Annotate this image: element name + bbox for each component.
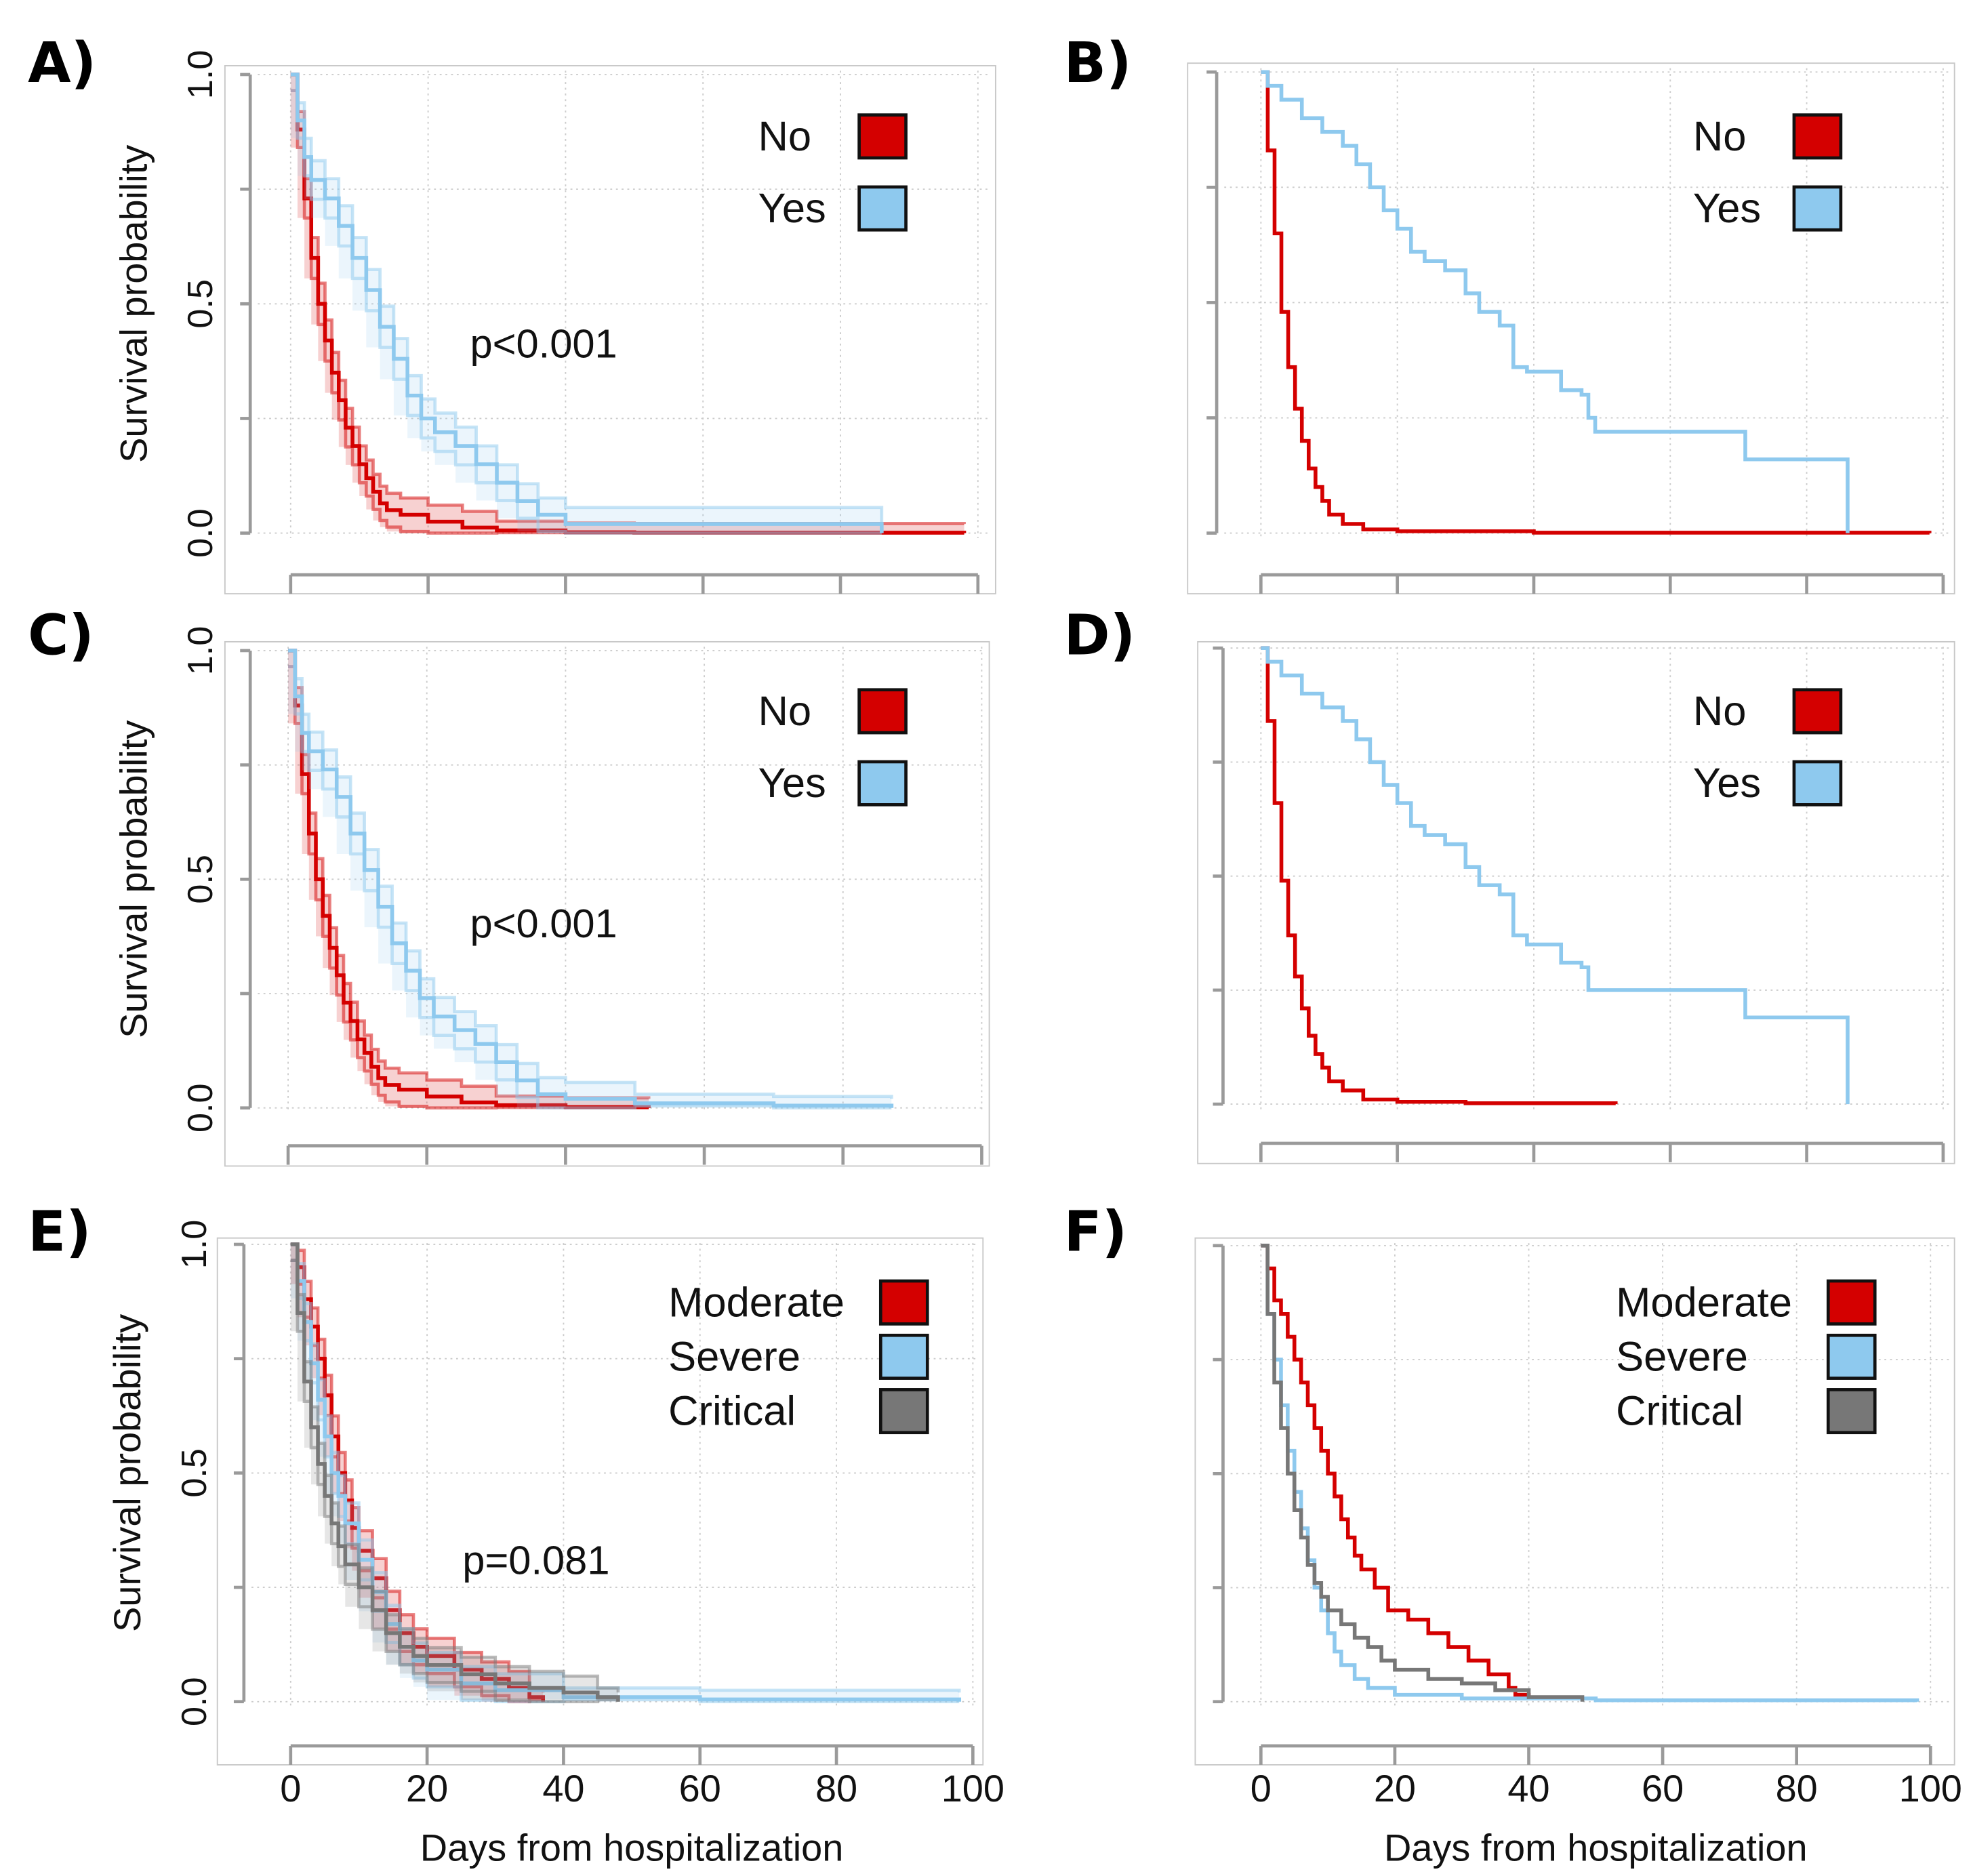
legend-swatch-no: [1792, 688, 1843, 735]
x-tick-label: 100: [941, 1767, 1004, 1810]
x-axis-label: Days from hospitalization: [420, 1827, 844, 1869]
ci-lower-no: [290, 89, 964, 535]
y-tick-label: 0.5: [181, 279, 220, 329]
y-tick-label: 0.0: [181, 508, 220, 558]
legend-label-critical: Critical: [668, 1388, 796, 1435]
survival-curve-critical: [1261, 1244, 1585, 1702]
x-tick-label: 0: [1251, 1767, 1272, 1810]
legend-swatch-moderate: [1826, 1279, 1877, 1326]
legend-label-severe: Severe: [668, 1333, 800, 1380]
survival-curve-critical: [290, 1242, 620, 1702]
ci-upper-no: [290, 73, 966, 525]
panel-c: 0.0 0.5 1.0 Survival probability C) No Yes p<0.…: [28, 604, 990, 1167]
x-tick-label: 100: [1899, 1767, 1962, 1810]
survival-curve-yes: [1261, 646, 1850, 1105]
panel-letter: C): [28, 604, 94, 668]
survival-curve-no: [288, 649, 651, 1109]
legend-label-moderate: Moderate: [1616, 1279, 1792, 1326]
survival-curve-moderate: [1261, 1244, 1531, 1700]
survival-curve-yes: [288, 649, 894, 1108]
x-tick-label: 80: [1776, 1767, 1818, 1810]
legend-swatch-severe: [878, 1333, 929, 1380]
p-value-annotation: p=0.081: [462, 1538, 609, 1583]
legend-swatch-yes: [857, 185, 908, 232]
legend-label-yes: Yes: [758, 185, 826, 232]
panel-letter: F): [1064, 1200, 1128, 1264]
panel-letter: E): [28, 1200, 92, 1264]
ci-lower-yes: [288, 665, 892, 1110]
x-axis-label: Days from hospitalization: [1384, 1827, 1808, 1869]
survival-curve-yes: [1261, 70, 1850, 533]
y-tick-label: 0.5: [175, 1448, 214, 1498]
survival-curve-severe: [290, 1242, 962, 1702]
legend-swatch-severe: [1826, 1333, 1877, 1380]
y-tick-label: 0.0: [175, 1677, 214, 1726]
ci-lower-critical: [290, 1259, 620, 1704]
ci-upper-yes: [288, 649, 893, 1099]
legend-swatch-yes: [1792, 185, 1843, 232]
legend-label-yes: Yes: [758, 760, 826, 807]
legend-label-yes: Yes: [1693, 185, 1761, 232]
x-tick-label: 20: [406, 1767, 448, 1810]
panel-letter: D): [1064, 604, 1136, 668]
x-tick-label: 80: [815, 1767, 857, 1810]
legend-swatch-moderate: [878, 1279, 929, 1326]
legend-label-no: No: [758, 113, 811, 160]
panel-a: 0.0 0.5 1.0 Survival probability A) No Yes p<0.…: [28, 31, 996, 594]
survival-curve-no: [1261, 70, 1932, 535]
legend-label-severe: Severe: [1616, 1333, 1748, 1380]
legend-swatch-no: [857, 688, 908, 735]
legend-label-yes: Yes: [1693, 760, 1761, 807]
y-axis-label: Survival probability: [112, 145, 155, 463]
legend-swatch-yes: [857, 760, 908, 807]
legend-swatch-critical: [878, 1388, 929, 1435]
y-tick-label: 0.0: [181, 1083, 220, 1133]
plot-frame: [1194, 1237, 1955, 1766]
y-axis-label: Survival probability: [112, 720, 155, 1038]
panel-b: B) No Yes: [1064, 31, 1955, 594]
p-value-annotation: p<0.001: [470, 901, 617, 946]
panel-letter: A): [28, 31, 96, 96]
y-tick-label: 0.5: [181, 855, 220, 904]
x-tick-label: 40: [542, 1767, 584, 1810]
legend-label-moderate: Moderate: [668, 1279, 845, 1326]
legend-swatch-no: [1792, 113, 1843, 160]
legend-label-no: No: [1693, 113, 1747, 160]
x-tick-label: 60: [1642, 1767, 1684, 1810]
panel-e: 0.0 0.5 1.0 0 20 40 60 80 100 Survival probabilit…: [28, 1200, 1004, 1869]
confidence-band-yes: [290, 74, 882, 533]
x-tick-label: 60: [679, 1767, 721, 1810]
panel-letter: B): [1064, 31, 1132, 96]
x-tick-label: 40: [1507, 1767, 1549, 1810]
survival-curve-yes: [290, 73, 884, 533]
y-tick-label: 1.0: [181, 626, 220, 676]
panel-f: 0 20 40 60 80 100 Days from hospitalization F) M…: [1064, 1200, 1962, 1869]
panel-d: D) No Yes: [1064, 604, 1955, 1164]
legend-label-no: No: [1693, 688, 1747, 735]
legend-swatch-no: [857, 113, 908, 160]
y-tick-label: 1.0: [175, 1220, 214, 1269]
y-tick-label: 1.0: [181, 50, 220, 100]
legend-label-no: No: [758, 688, 811, 735]
legend-swatch-critical: [1826, 1388, 1877, 1435]
y-axis-label: Survival probability: [106, 1314, 148, 1632]
legend-swatch-yes: [1792, 760, 1843, 807]
ci-upper-severe: [290, 1242, 961, 1693]
x-tick-label: 20: [1374, 1767, 1416, 1810]
legend-label-critical: Critical: [1616, 1388, 1743, 1435]
survival-curve-no: [290, 73, 967, 535]
survival-curve-no: [1261, 646, 1618, 1105]
x-tick-label: 0: [280, 1767, 301, 1810]
p-value-annotation: p<0.001: [470, 321, 617, 367]
